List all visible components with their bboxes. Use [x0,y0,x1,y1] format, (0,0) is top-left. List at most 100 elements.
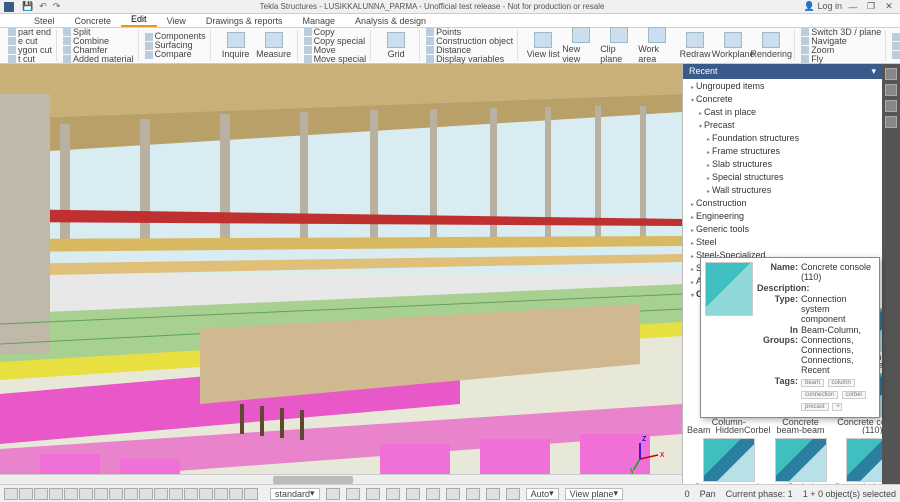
sel-icon-5[interactable] [64,488,78,500]
main-area: x y z Recent ▾ Ungrouped items Concrete … [0,64,900,484]
tree-wall[interactable]: Wall structures [687,185,878,198]
redo-icon[interactable]: ↷ [53,1,61,12]
snap-icon-8[interactable] [466,488,480,500]
panel-header[interactable]: Recent ▾ [683,64,882,79]
cmd-view-list[interactable]: View list [524,32,562,59]
cmd-clip-plane[interactable]: Clip plane [600,27,638,64]
tree-castinplace[interactable]: Cast in place [687,107,878,120]
cmd-t-cut[interactable]: t cut [8,55,52,64]
tab-manage[interactable]: Manage [292,15,345,27]
undo-icon[interactable]: ↶ [39,1,47,12]
minimize-button[interactable]: — [846,2,860,12]
tag-connection[interactable]: connection [801,391,838,399]
login-link[interactable]: 👤 Log in [804,1,842,12]
close-button[interactable]: ✕ [882,1,896,12]
tree-ungrouped[interactable]: Ungrouped items [687,81,878,94]
thumb-corbel-connection[interactable]: Corbel connection (14) [775,438,827,484]
tab-steel[interactable]: Steel [24,15,65,27]
tree-special[interactable]: Special structures [687,172,878,185]
cmd-compare[interactable]: Compare [145,50,206,59]
tree-steel[interactable]: Steel [687,237,878,250]
strip-catalog-icon[interactable] [885,100,897,112]
tooltip-groups-label: In Groups: [757,325,801,375]
sel-icon-12[interactable] [169,488,183,500]
sel-icon-13[interactable] [184,488,198,500]
status-phase[interactable]: Current phase: 1 [726,489,793,499]
snap-icon-7[interactable] [446,488,460,500]
cmd-measure[interactable]: Measure [255,32,293,59]
view-plane-dropdown[interactable]: View plane ▾ [565,488,623,500]
cmd-fly[interactable]: Fly [801,55,881,64]
tree-foundation[interactable]: Foundation structures [687,133,878,146]
snap-icon-3[interactable] [366,488,380,500]
snap-mode-dropdown[interactable]: Auto ▾ [526,488,559,500]
tree-precast[interactable]: Precast [687,120,878,133]
sel-icon-17[interactable] [244,488,258,500]
cmd-screenshot[interactable]: Screenshot [892,50,900,59]
thumb-console-111[interactable]: Concrete console (111) [687,438,771,484]
tooltip-preview-image [705,262,753,316]
cmd-rendering[interactable]: Rendering [752,32,790,59]
cmd-grid[interactable]: Grid [377,32,415,59]
tree-construction[interactable]: Construction [687,198,878,211]
viewport-scrollbar[interactable] [0,474,682,484]
tag-corbel[interactable]: corbel [842,391,866,399]
snap-icon-10[interactable] [506,488,520,500]
sel-icon-6[interactable] [79,488,93,500]
ribbon-group-modify: Split Combine Chamfer Added material [59,30,139,61]
sel-icon-3[interactable] [34,488,48,500]
save-icon[interactable]: 💾 [22,1,33,12]
tab-drawings[interactable]: Drawings & reports [196,15,293,27]
cmd-view-properties[interactable]: View properties [892,32,900,41]
snap-icon-9[interactable] [486,488,500,500]
snap-icon-4[interactable] [386,488,400,500]
sel-icon-8[interactable] [109,488,123,500]
selection-filter-dropdown[interactable]: standard ▾ [270,488,320,500]
tag-add[interactable]: + [832,403,842,411]
sel-icon-10[interactable] [139,488,153,500]
sel-icon-14[interactable] [199,488,213,500]
cmd-work-area[interactable]: Work area [638,27,676,64]
tree-engineering[interactable]: Engineering [687,211,878,224]
tab-analysis[interactable]: Analysis & design [345,15,436,27]
tag-precast[interactable]: precast [801,403,829,411]
sel-icon-1[interactable] [4,488,18,500]
tab-concrete[interactable]: Concrete [65,15,122,27]
cmd-move-special[interactable]: Move special [304,55,367,64]
tab-view[interactable]: View [157,15,196,27]
ribbon-group-points: Points Construction object Distance Disp… [422,30,518,61]
sel-icon-2[interactable] [19,488,33,500]
tree-concrete[interactable]: Concrete [687,94,878,107]
tooltip-desc-label: Description: [757,283,801,293]
snap-icon-6[interactable] [426,488,440,500]
tab-edit[interactable]: Edit [121,13,157,27]
sel-icon-15[interactable] [214,488,228,500]
snap-icon-1[interactable] [326,488,340,500]
cmd-representation[interactable]: Representation [892,41,900,50]
cmd-display-variables[interactable]: Display variables [426,55,513,64]
cmd-redraw[interactable]: Redraw [676,32,714,59]
sel-icon-7[interactable] [94,488,108,500]
cmd-new-view[interactable]: New view [562,27,600,64]
status-pan: Pan [700,489,716,499]
tag-column[interactable]: column [828,379,855,387]
3d-viewport[interactable]: x y z [0,64,682,484]
sel-icon-11[interactable] [154,488,168,500]
tree-frame[interactable]: Frame structures [687,146,878,159]
cmd-workplane[interactable]: Workplane [714,32,752,59]
tree-slab[interactable]: Slab structures [687,159,878,172]
sel-icon-9[interactable] [124,488,138,500]
snap-icon-5[interactable] [406,488,420,500]
tree-generic[interactable]: Generic tools [687,224,878,237]
strip-settings-icon[interactable] [885,116,897,128]
snap-icon-2[interactable] [346,488,360,500]
cmd-inquire[interactable]: Inquire [217,32,255,59]
strip-properties-icon[interactable] [885,84,897,96]
sel-icon-4[interactable] [49,488,63,500]
sel-icon-16[interactable] [229,488,243,500]
tag-beam[interactable]: beam [801,379,824,387]
cmd-added-material[interactable]: Added material [63,55,134,64]
restore-button[interactable]: ❐ [864,1,878,12]
thumb-create-hole[interactable]: Create hole around [831,438,882,484]
strip-expand-icon[interactable] [885,68,897,80]
